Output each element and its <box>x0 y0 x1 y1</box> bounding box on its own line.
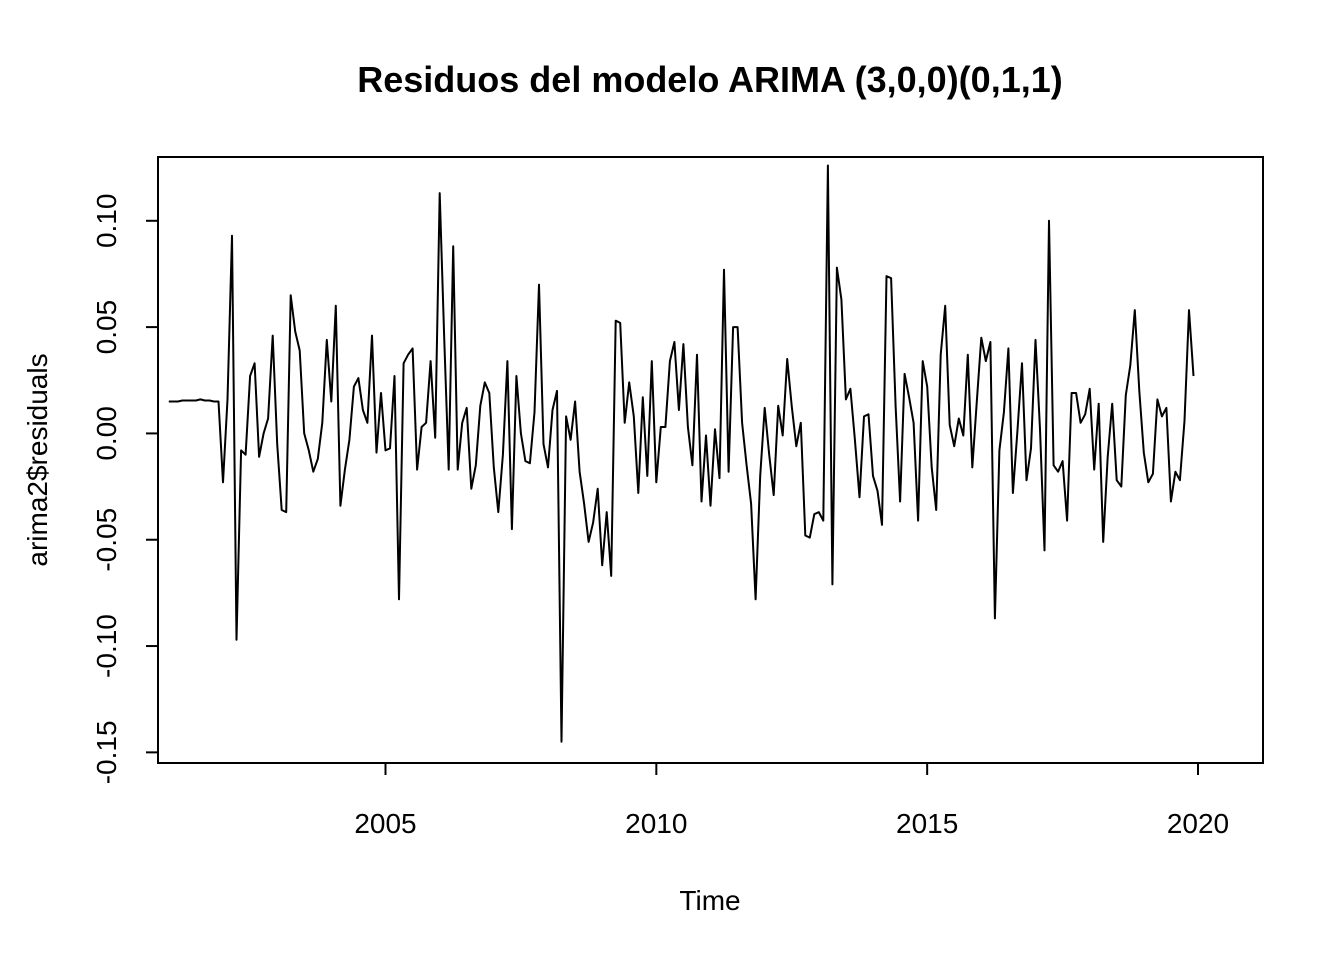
x-tick-label: 2015 <box>896 808 958 839</box>
y-tick-label: -0.05 <box>91 508 122 572</box>
y-tick-label: 0.00 <box>91 406 122 461</box>
y-axis-label: arima2$residuals <box>22 353 53 566</box>
y-axis: -0.15 -0.10 -0.05 0.00 0.05 0.10 <box>91 194 159 784</box>
x-tick-label: 2020 <box>1167 808 1229 839</box>
y-tick-label: -0.10 <box>91 614 122 678</box>
y-tick-label: -0.15 <box>91 720 122 784</box>
x-axis-label: Time <box>679 885 740 916</box>
x-tick-label: 2010 <box>625 808 687 839</box>
y-tick-label: 0.05 <box>91 300 122 355</box>
x-axis: 2005 2010 2015 2020 <box>354 762 1229 839</box>
chart-title: Residuos del modelo ARIMA (3,0,0)(0,1,1) <box>357 59 1062 100</box>
x-tick-label: 2005 <box>354 808 416 839</box>
residuals-series-line <box>168 164 1195 743</box>
plot-frame <box>157 156 1264 764</box>
y-tick-label: 0.10 <box>91 194 122 249</box>
